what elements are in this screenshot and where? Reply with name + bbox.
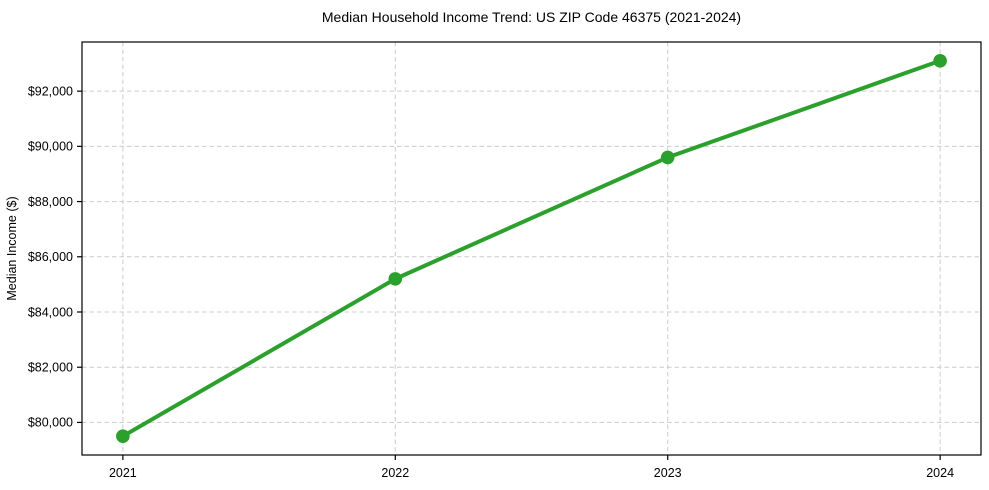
- data-point-2022: [388, 272, 403, 286]
- x-tick-label: 2023: [654, 466, 682, 480]
- trend-line: [120, 58, 943, 439]
- y-tick-label: $84,000: [28, 305, 73, 319]
- data-point-2024: [933, 53, 947, 68]
- y-tick-label: $88,000: [28, 195, 73, 209]
- data-point-2021: [116, 429, 130, 444]
- y-tick-label: $80,000: [28, 416, 73, 430]
- y-tick-label: $86,000: [28, 250, 73, 264]
- y-axis-label: Median Income ($): [5, 196, 19, 300]
- y-tick-label: $92,000: [28, 84, 73, 98]
- y-tick-label: $90,000: [28, 140, 73, 154]
- x-tick-label: 2022: [381, 466, 409, 480]
- y-tick-label: $82,000: [28, 361, 73, 375]
- x-tick-label: 2021: [109, 466, 137, 480]
- x-tick-label: 2024: [926, 466, 954, 480]
- data-point-2023: [660, 150, 675, 165]
- plot-border: [81, 41, 982, 456]
- chart-title: Median Household Income Trend: US ZIP Co…: [322, 9, 741, 25]
